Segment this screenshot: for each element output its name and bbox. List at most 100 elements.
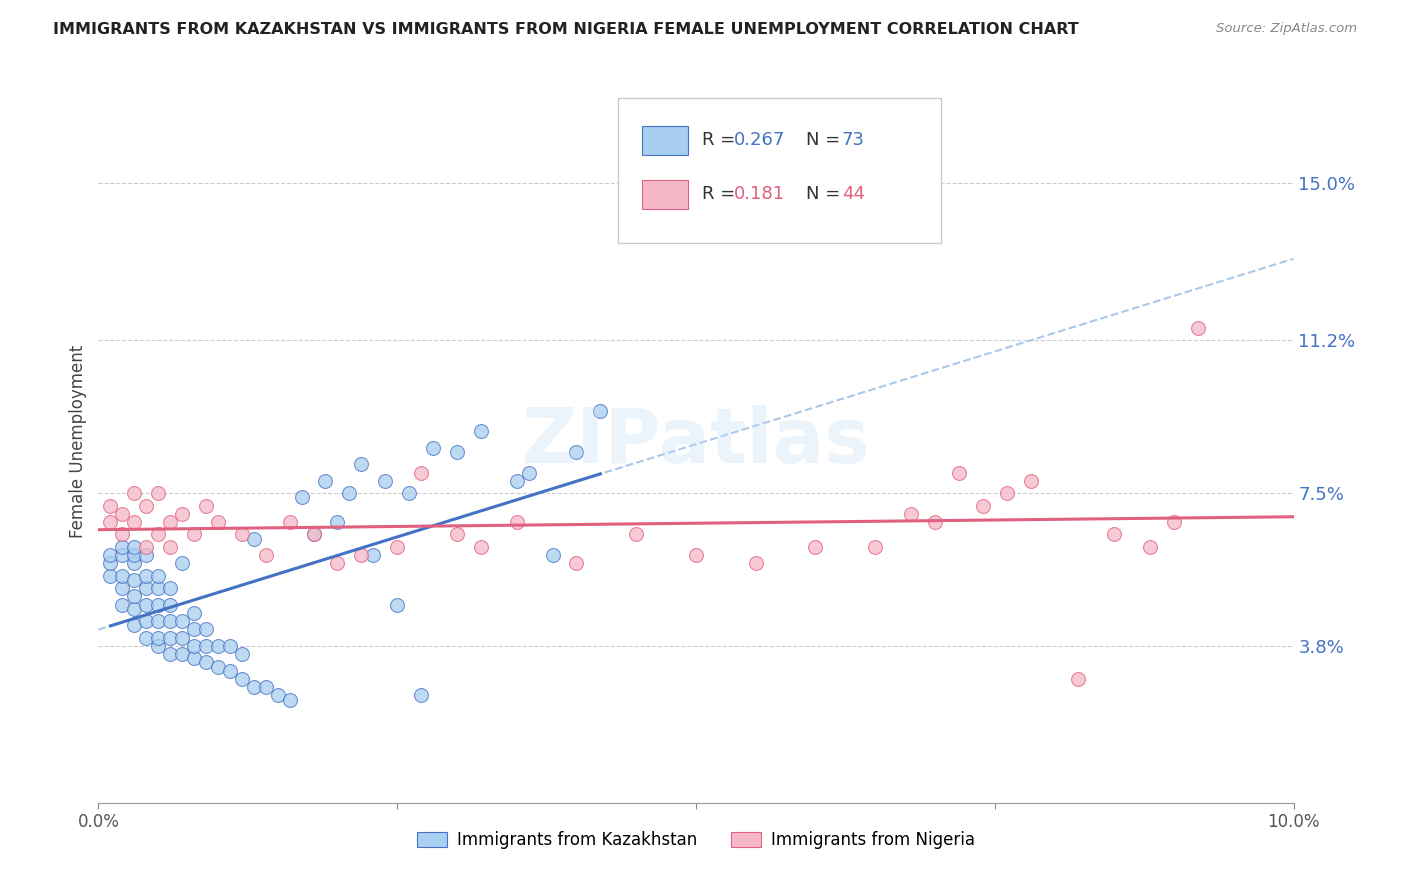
Point	[398, 486, 420, 500]
Text: Source: ZipAtlas.com: Source: ZipAtlas.com	[1216, 22, 1357, 36]
Point	[278, 692, 301, 706]
Point	[172, 614, 194, 628]
FancyBboxPatch shape	[619, 98, 941, 243]
Point	[411, 466, 433, 480]
Point	[446, 527, 468, 541]
Point	[124, 590, 146, 604]
Point	[124, 540, 146, 554]
Point	[302, 527, 325, 541]
Point	[195, 623, 218, 637]
Text: 44: 44	[842, 186, 865, 203]
Point	[135, 499, 157, 513]
Point	[111, 598, 134, 612]
Point	[326, 515, 349, 529]
Point	[626, 527, 648, 541]
Point	[278, 515, 301, 529]
Point	[183, 623, 205, 637]
Point	[1067, 672, 1090, 686]
Point	[172, 647, 194, 661]
Point	[124, 486, 146, 500]
Point	[470, 424, 492, 438]
Point	[350, 457, 373, 471]
Point	[1163, 515, 1185, 529]
Point	[254, 680, 277, 694]
Text: 0.181: 0.181	[734, 186, 786, 203]
Point	[148, 614, 170, 628]
Point	[589, 403, 612, 417]
Text: N =: N =	[806, 131, 846, 149]
Point	[446, 445, 468, 459]
Text: R =: R =	[702, 131, 741, 149]
Point	[565, 445, 588, 459]
Point	[1104, 527, 1126, 541]
Point	[148, 639, 170, 653]
Point	[995, 486, 1018, 500]
Point	[422, 441, 444, 455]
Y-axis label: Female Unemployment: Female Unemployment	[69, 345, 87, 538]
Point	[183, 651, 205, 665]
Text: 73: 73	[842, 131, 865, 149]
Point	[148, 631, 170, 645]
Point	[363, 548, 385, 562]
Point	[207, 639, 229, 653]
Legend: Immigrants from Kazakhstan, Immigrants from Nigeria: Immigrants from Kazakhstan, Immigrants f…	[411, 824, 981, 856]
Point	[135, 568, 157, 582]
Point	[517, 466, 540, 480]
Point	[159, 515, 181, 529]
Point	[159, 581, 181, 595]
Point	[98, 568, 122, 582]
Point	[470, 540, 492, 554]
Text: 0.267: 0.267	[734, 131, 786, 149]
Point	[924, 515, 946, 529]
Point	[135, 581, 157, 595]
Point	[506, 474, 529, 488]
Point	[541, 548, 564, 562]
Point	[111, 581, 134, 595]
Bar	[643, 126, 688, 154]
Point	[1187, 321, 1209, 335]
Point	[1019, 474, 1042, 488]
Text: N =: N =	[806, 186, 846, 203]
Point	[291, 490, 314, 504]
Point	[111, 507, 134, 521]
Point	[243, 680, 266, 694]
Point	[135, 548, 157, 562]
Point	[111, 527, 134, 541]
Point	[159, 540, 181, 554]
Point	[159, 631, 181, 645]
Point	[159, 647, 181, 661]
Bar	[643, 180, 688, 209]
Point	[159, 614, 181, 628]
Point	[135, 598, 157, 612]
Point	[111, 568, 134, 582]
Point	[148, 527, 170, 541]
Point	[195, 499, 218, 513]
Point	[183, 527, 205, 541]
Point	[148, 581, 170, 595]
Point	[111, 548, 134, 562]
Point	[183, 606, 205, 620]
Point	[231, 647, 253, 661]
Point	[172, 507, 194, 521]
Point	[900, 507, 922, 521]
Point	[219, 664, 242, 678]
Point	[207, 659, 229, 673]
Point	[98, 557, 122, 571]
Point	[195, 639, 218, 653]
Point	[243, 532, 266, 546]
Point	[159, 598, 181, 612]
Point	[124, 548, 146, 562]
Point	[385, 598, 409, 612]
Point	[326, 557, 349, 571]
Point	[948, 466, 970, 480]
Point	[148, 598, 170, 612]
Point	[135, 631, 157, 645]
Point	[148, 486, 170, 500]
Point	[98, 548, 122, 562]
Point	[207, 515, 229, 529]
Point	[565, 557, 588, 571]
Point	[1139, 540, 1161, 554]
Point	[111, 540, 134, 554]
Point	[183, 639, 205, 653]
Point	[135, 540, 157, 554]
